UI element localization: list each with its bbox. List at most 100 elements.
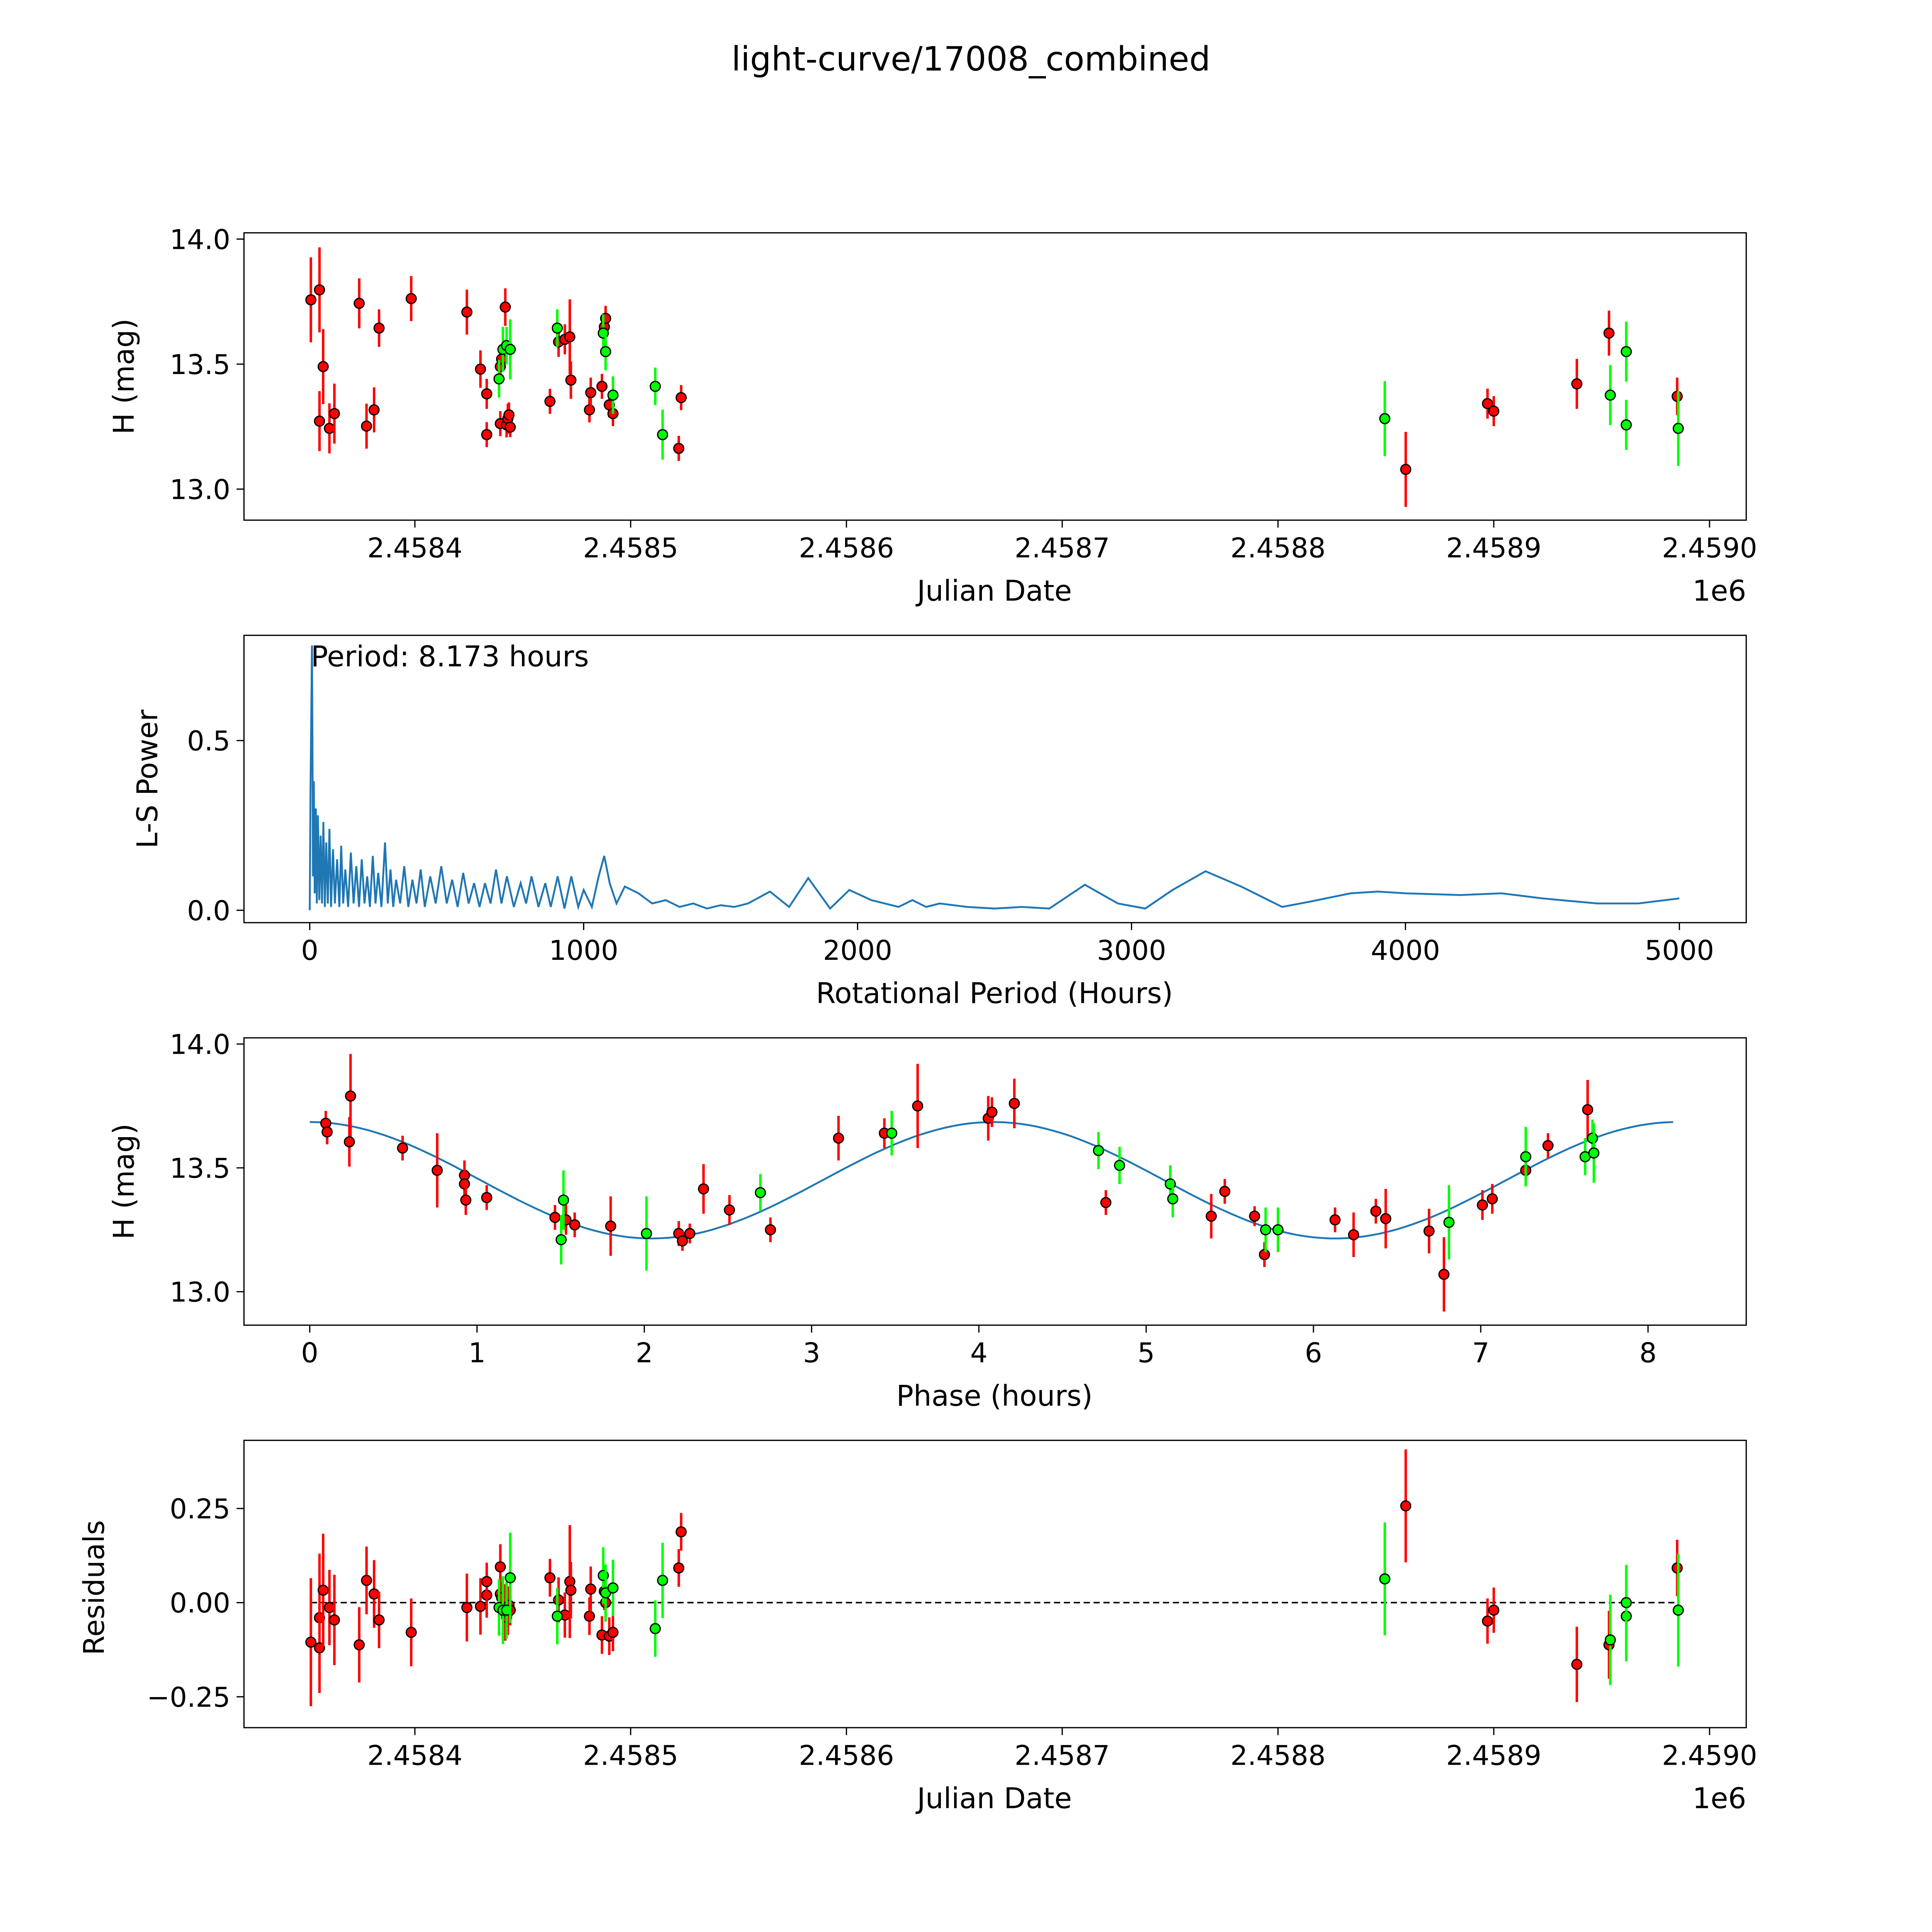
residuals-red-point	[584, 1611, 595, 1622]
phased-xtick-label: 6	[1305, 1337, 1322, 1369]
residuals-axes-frame	[243, 1439, 1747, 1728]
phased-red-point	[1219, 1185, 1231, 1197]
periodogram-xtick-label: 1000	[549, 935, 618, 966]
phased-xtick-label: 5	[1138, 1337, 1155, 1369]
residuals-green-point	[505, 1572, 516, 1583]
lightcurve-red-point	[305, 294, 316, 306]
lightcurve-ytick-label: 13.5	[170, 349, 230, 381]
phased-red-point	[698, 1183, 709, 1195]
phased-green-point	[1443, 1217, 1455, 1228]
periodogram-xtick-label: 0	[301, 935, 318, 966]
lightcurve-red-point	[673, 442, 685, 454]
phased-red-point	[833, 1133, 844, 1144]
lightcurve-xtick-label: 2.4590	[1662, 532, 1757, 564]
phased-ytick-label: 14.0	[170, 1029, 230, 1061]
phased-red-point	[459, 1178, 470, 1190]
lightcurve-green-point	[1604, 389, 1616, 401]
phased-red-point	[397, 1142, 408, 1154]
lightcurve-red-point	[564, 331, 576, 343]
residuals-green-point	[1672, 1604, 1684, 1616]
lightcurve-green-point	[551, 322, 563, 334]
phased-xtick-label: 0	[301, 1337, 318, 1369]
lightcurve-axes-frame	[243, 232, 1747, 521]
phased-green-point	[1588, 1147, 1600, 1159]
lightcurve-red-point	[373, 322, 385, 334]
residuals-red-point	[461, 1602, 473, 1613]
lightcurve-red-point	[354, 298, 365, 309]
lightcurve-red-point	[675, 392, 687, 403]
residuals-offset-label: 1e6	[1692, 1782, 1746, 1815]
residuals-red-point	[544, 1572, 556, 1583]
lightcurve-red-point	[1400, 464, 1412, 475]
lightcurve-green-point	[1379, 413, 1391, 424]
phased-green-point	[1260, 1224, 1271, 1236]
phased-red-point	[1423, 1225, 1435, 1237]
phased-red-point	[1249, 1211, 1260, 1222]
lightcurve-red-point	[475, 363, 486, 375]
lightcurve-xlabel: Julian Date	[915, 575, 1072, 607]
phased-red-point	[345, 1090, 356, 1102]
periodogram-axes-frame	[243, 634, 1747, 923]
residuals-ytick-label: −0.25	[147, 1682, 230, 1713]
residuals-xlabel: Julian Date	[915, 1782, 1072, 1815]
phased-xtick-label: 4	[970, 1337, 988, 1369]
residuals-red-point	[373, 1614, 385, 1626]
residuals-red-point	[324, 1602, 335, 1613]
residuals-xtick-label: 2.4584	[367, 1740, 463, 1771]
phased-red-point	[321, 1126, 333, 1138]
phased-red-point	[724, 1204, 735, 1216]
residuals-red-point	[1482, 1615, 1493, 1627]
phased-green-point	[555, 1234, 567, 1245]
lightcurve-red-point	[368, 404, 380, 416]
lightcurve-offset-label: 1e6	[1692, 575, 1746, 607]
lightcurve-red-point	[361, 420, 372, 432]
lightcurve-green-point	[505, 344, 516, 355]
phased-red-point	[549, 1212, 561, 1223]
residuals-green-point	[657, 1575, 668, 1586]
lightcurve-green-point	[650, 381, 661, 392]
phased-ytick-label: 13.5	[170, 1153, 230, 1184]
lightcurve-red-point	[314, 284, 325, 296]
phased-red-point	[1438, 1269, 1450, 1280]
lightcurve-green-point	[607, 389, 619, 401]
lightcurve-red-point	[1488, 405, 1500, 417]
lightcurve-green-point	[1672, 423, 1684, 434]
phased-red-point	[677, 1235, 688, 1247]
phased-red-point	[684, 1228, 696, 1239]
lightcurve-red-point	[505, 421, 516, 433]
periodogram-xtick-label: 4000	[1371, 935, 1440, 966]
period-annotation: Period: 8.173 hours	[311, 640, 589, 673]
lightcurve-xtick-label: 2.4584	[367, 532, 463, 564]
phased-red-point	[1380, 1213, 1391, 1225]
residuals-red-point	[607, 1627, 619, 1638]
phased-red-point	[460, 1194, 471, 1206]
phased-xtick-label: 8	[1639, 1337, 1657, 1369]
lightcurve-xtick-label: 2.4589	[1446, 532, 1542, 564]
phased-axes-frame	[243, 1037, 1747, 1326]
residuals-xtick-label: 2.4587	[1015, 1740, 1110, 1771]
phased-ylabel: H (mag)	[108, 1124, 141, 1240]
lightcurve-red-point	[314, 415, 325, 427]
lightcurve-green-point	[600, 346, 611, 357]
residuals-red-point	[565, 1585, 577, 1596]
residuals-red-point	[305, 1636, 316, 1648]
lightcurve-red-point	[500, 301, 511, 313]
periodogram-line	[309, 645, 1680, 911]
lightcurve-red-point	[461, 306, 473, 318]
residuals-red-point	[361, 1575, 372, 1586]
phased-red-point	[912, 1100, 923, 1112]
phased-red-point	[481, 1192, 493, 1203]
residuals-xtick-label: 2.4586	[799, 1740, 894, 1771]
phased-xtick-label: 2	[636, 1337, 653, 1369]
residuals-red-point	[317, 1585, 329, 1596]
lightcurve-red-point	[565, 374, 577, 386]
lightcurve-green-point	[493, 373, 505, 384]
lightcurve-red-point	[328, 408, 340, 419]
lightcurve-red-point	[1482, 398, 1493, 409]
residuals-red-point	[368, 1588, 380, 1600]
residuals-red-point	[1571, 1659, 1583, 1670]
figure-title: light-curve/17008_combined	[731, 40, 1211, 79]
residuals-red-point	[328, 1614, 340, 1626]
residuals-red-point	[354, 1639, 365, 1651]
lightcurve-red-point	[1603, 327, 1615, 339]
